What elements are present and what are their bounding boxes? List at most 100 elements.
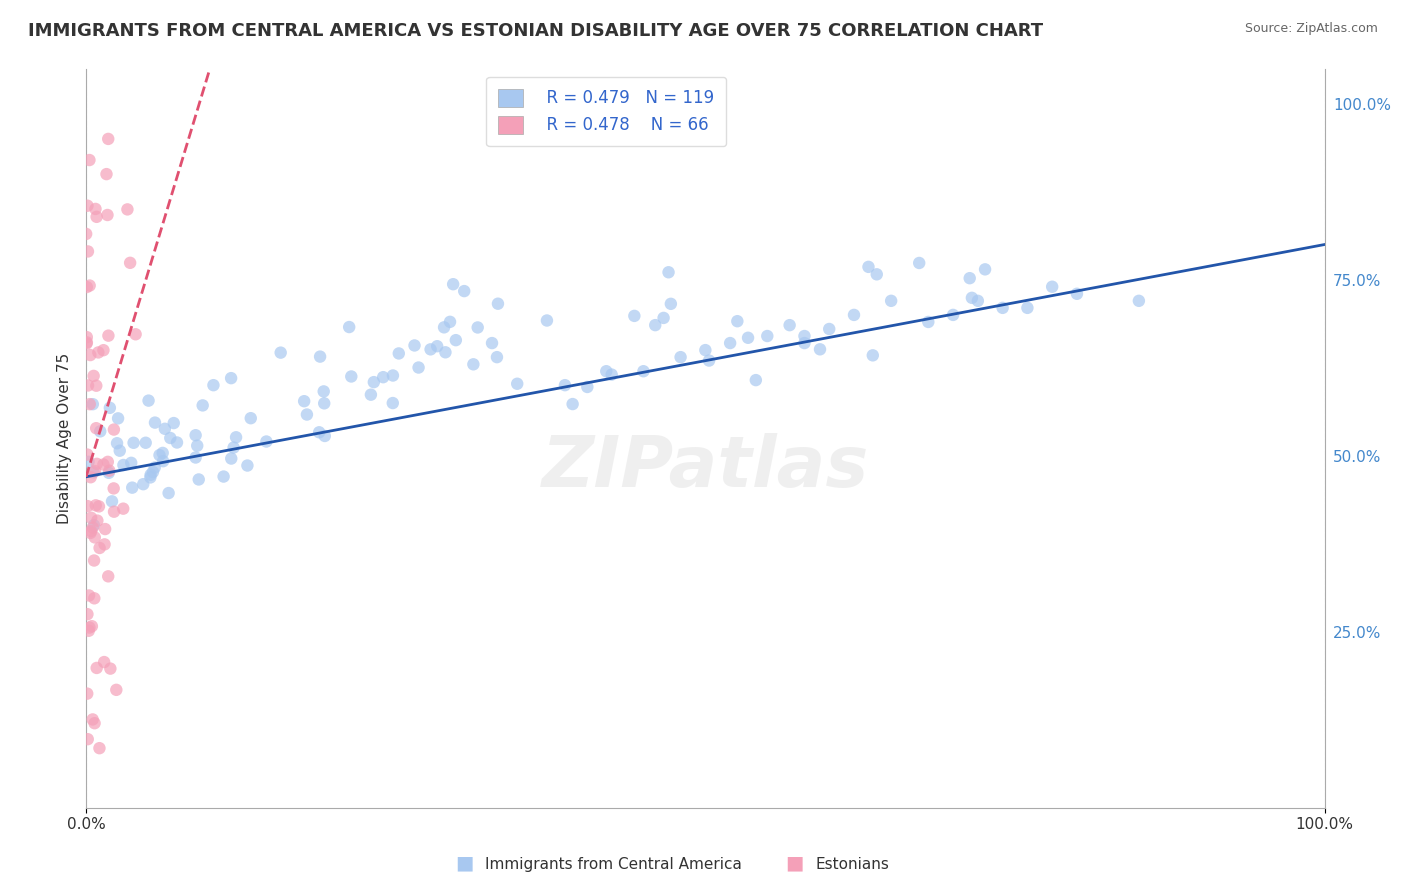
Point: [308, 425, 330, 440]
Point: [98, 464, 121, 478]
Point: [314, 429, 336, 443]
Point: [89, 425, 111, 439]
Point: [112, 458, 135, 472]
Point: [84, 202, 107, 216]
Point: [225, 430, 247, 444]
Point: [103, 505, 125, 519]
Point: [337, 320, 360, 334]
Point: [623, 309, 645, 323]
Point: [97, 455, 120, 469]
Point: [818, 322, 841, 336]
Point: [94, 522, 117, 536]
Point: [86, 457, 108, 471]
Point: [942, 308, 965, 322]
Point: [360, 387, 382, 401]
Point: [292, 394, 315, 409]
Point: [554, 378, 576, 392]
Point: [184, 450, 207, 465]
Point: [187, 473, 209, 487]
Point: [121, 481, 143, 495]
Point: [404, 338, 426, 352]
Point: [80, 619, 103, 633]
Point: [83, 530, 105, 544]
Point: [76, 499, 98, 513]
Point: [388, 346, 411, 360]
Point: [433, 320, 456, 334]
Point: [467, 320, 489, 334]
Text: Source: ZipAtlas.com: Source: ZipAtlas.com: [1244, 22, 1378, 36]
Point: [219, 451, 242, 466]
Point: [120, 256, 142, 270]
Point: [82, 397, 104, 411]
Point: [76, 335, 98, 350]
Y-axis label: Disability Age Over 75: Disability Age Over 75: [58, 352, 72, 524]
Point: [107, 411, 129, 425]
Point: [960, 291, 983, 305]
Point: [86, 661, 108, 675]
Point: [79, 470, 101, 484]
Point: [966, 293, 988, 308]
Point: [79, 153, 101, 167]
Point: [756, 329, 779, 343]
Point: [419, 343, 441, 357]
Point: [669, 350, 692, 364]
Point: [444, 333, 467, 347]
Point: [77, 378, 100, 392]
Point: [595, 364, 617, 378]
Point: [166, 435, 188, 450]
Point: [93, 537, 115, 551]
Point: [77, 244, 100, 259]
Point: [76, 732, 98, 747]
Point: [93, 655, 115, 669]
Point: [82, 713, 104, 727]
Point: [880, 293, 903, 308]
Text: ■: ■: [785, 854, 804, 872]
Text: Estonians: Estonians: [815, 857, 890, 872]
Point: [439, 315, 461, 329]
Point: [76, 330, 98, 344]
Point: [340, 369, 363, 384]
Point: [222, 441, 245, 455]
Point: [152, 454, 174, 468]
Point: [1128, 293, 1150, 308]
Text: ■: ■: [454, 854, 474, 872]
Point: [309, 350, 332, 364]
Point: [80, 510, 103, 524]
Point: [737, 331, 759, 345]
Point: [652, 310, 675, 325]
Point: [75, 227, 97, 241]
Point: [84, 421, 107, 435]
Point: [122, 435, 145, 450]
Point: [314, 396, 336, 410]
Point: [117, 202, 139, 217]
Point: [77, 624, 100, 638]
Point: [76, 280, 98, 294]
Point: [561, 397, 583, 411]
Point: [485, 350, 508, 364]
Point: [441, 277, 464, 292]
Point: [135, 435, 157, 450]
Point: [105, 682, 128, 697]
Point: [97, 132, 120, 146]
Point: [363, 375, 385, 389]
Point: [120, 456, 142, 470]
Point: [153, 422, 176, 436]
Point: [84, 464, 107, 478]
Text: ZIPatlas: ZIPatlas: [541, 434, 869, 502]
Point: [143, 416, 166, 430]
Point: [793, 329, 815, 343]
Point: [97, 328, 120, 343]
Point: [98, 401, 121, 415]
Point: [917, 315, 939, 329]
Point: [312, 384, 335, 399]
Point: [86, 514, 108, 528]
Point: [101, 494, 124, 508]
Point: [695, 343, 717, 357]
Point: [139, 470, 162, 484]
Legend:   R = 0.479   N = 119,   R = 0.478    N = 66: R = 0.479 N = 119, R = 0.478 N = 66: [486, 77, 725, 146]
Point: [633, 364, 655, 378]
Point: [212, 469, 235, 483]
Point: [79, 621, 101, 635]
Point: [138, 393, 160, 408]
Point: [76, 607, 98, 622]
